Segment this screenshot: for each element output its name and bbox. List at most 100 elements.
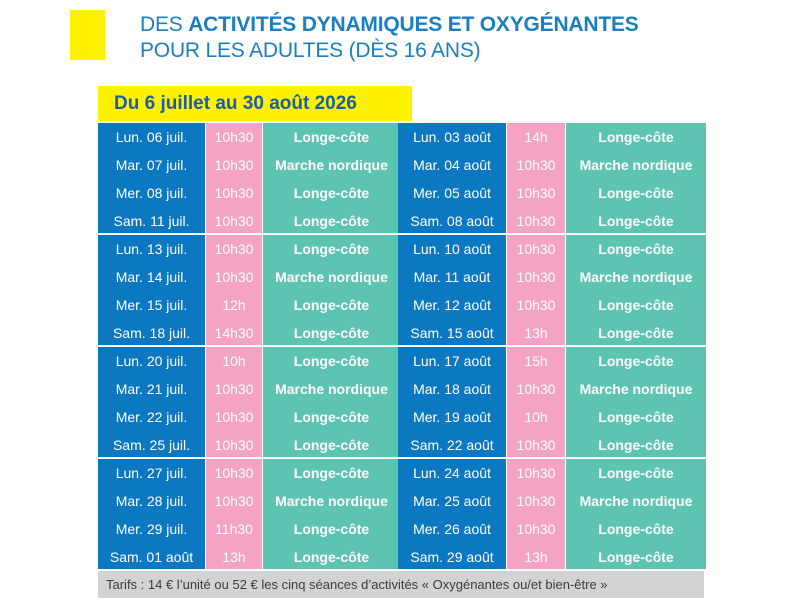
time-cell: 10h30 [516, 157, 556, 173]
day-cell: Sam. 11 juil. [113, 213, 190, 229]
time-cell: 14h [524, 129, 548, 145]
time-cell: 13h [222, 549, 246, 565]
title-prefix: DES [140, 13, 189, 36]
accent-bar [70, 10, 105, 60]
time-column: 10h30 10h30 10h30 13h [507, 235, 565, 345]
time-cell: 10h30 [516, 437, 556, 453]
time-cell: 10h30 [214, 129, 254, 145]
day-cell: Mer. 29 juil. [115, 521, 188, 537]
time-cell: 10h30 [214, 269, 254, 285]
day-cell: Mer. 26 août [413, 521, 491, 537]
schedule-week-block: Lun. 27 juil. Mar. 28 juil. Mer. 29 juil. S… [98, 459, 400, 571]
day-cell: Mer. 19 août [413, 409, 491, 425]
day-cell: Mar. 14 juil. [115, 269, 188, 285]
time-column: 10h 10h30 10h30 10h30 [206, 347, 262, 457]
day-cell: Lun. 24 août [413, 465, 491, 481]
day-column: Lun. 20 juil. Mar. 21 juil. Mer. 22 juil. S… [98, 347, 205, 457]
schedule-week-block: Lun. 20 juil. Mar. 21 juil. Mer. 22 juil. S… [98, 347, 400, 459]
activity-cell: Longe-côte [293, 241, 370, 257]
time-cell: 10h30 [214, 493, 254, 509]
activity-cell: Longe-côte [293, 437, 370, 453]
day-cell: Sam. 15 août [410, 325, 494, 341]
day-column: Lun. 13 juil. Mar. 14 juil. Mer. 15 juil. S… [98, 235, 205, 345]
activity-cell: Longe-côte [293, 185, 370, 201]
activity-cell: Longe-côte [598, 325, 674, 341]
schedule-week-block: Lun. 24 août Mar. 25 août Mer. 26 août Sam.… [398, 459, 706, 571]
time-cell: 10h30 [516, 269, 556, 285]
period-label: Du 6 juillet au 30 août 2026 [98, 86, 412, 121]
activity-cell: Longe-côte [598, 549, 674, 565]
time-cell: 10h30 [516, 521, 556, 537]
day-column: Lun. 10 août Mar. 11 août Mer. 12 août Sam.… [398, 235, 506, 345]
day-column: Lun. 03 août Mar. 04 août Mer. 05 août Sam.… [398, 123, 506, 233]
page-title: DES ACTIVITÉS DYNAMIQUES ET OXYGÉNANTES [140, 12, 639, 38]
activity-cell: Longe-côte [293, 549, 370, 565]
time-cell: 10h30 [516, 493, 556, 509]
activity-cell: Marche nordique [579, 157, 693, 173]
time-cell: 13h [524, 325, 548, 341]
day-cell: Mar. 04 août [413, 157, 491, 173]
day-cell: Mer. 12 août [413, 297, 491, 313]
activity-column: Longe-côte Marche nordique Longe-côte Longe… [263, 347, 400, 457]
time-cell: 13h [524, 549, 548, 565]
time-cell: 10h30 [214, 185, 254, 201]
activity-cell: Longe-côte [598, 409, 674, 425]
activity-cell: Longe-côte [598, 129, 674, 145]
activity-cell: Longe-côte [598, 297, 674, 313]
activity-cell: Longe-côte [598, 353, 674, 369]
day-column: Lun. 06 juil. Mar. 07 juil. Mer. 08 juil. S… [98, 123, 205, 233]
schedule-week-block: Lun. 13 juil. Mar. 14 juil. Mer. 15 juil. S… [98, 235, 400, 347]
day-cell: Mer. 22 juil. [115, 409, 188, 425]
activity-column: Longe-côte Marche nordique Longe-côte Longe… [566, 459, 706, 569]
day-column: Lun. 27 juil. Mar. 28 juil. Mer. 29 juil. S… [98, 459, 205, 569]
activity-column: Longe-côte Marche nordique Longe-côte Longe… [566, 235, 706, 345]
time-cell: 11h30 [215, 521, 253, 537]
activity-cell: Longe-côte [293, 465, 370, 481]
day-cell: Mar. 07 juil. [115, 157, 188, 173]
activity-column: Longe-côte Marche nordique Longe-côte Longe… [566, 123, 706, 233]
activity-column: Longe-côte Marche nordique Longe-côte Longe… [263, 235, 400, 345]
day-cell: Mer. 15 juil. [115, 297, 188, 313]
day-cell: Mar. 25 août [413, 493, 491, 509]
time-column: 10h30 10h30 10h30 10h30 [206, 123, 262, 233]
time-cell: 10h30 [516, 241, 556, 257]
time-cell: 10h30 [516, 381, 556, 397]
time-cell: 10h30 [214, 437, 254, 453]
activity-cell: Longe-côte [293, 521, 370, 537]
activity-cell: Marche nordique [275, 269, 388, 285]
schedule-week-block: Lun. 03 août Mar. 04 août Mer. 05 août Sam.… [398, 123, 706, 235]
time-column: 10h30 10h30 12h 14h30 [206, 235, 262, 345]
day-cell: Mer. 08 juil. [115, 185, 188, 201]
activity-cell: Longe-côte [598, 437, 674, 453]
activity-cell: Longe-côte [293, 129, 370, 145]
time-cell: 14h30 [214, 325, 254, 341]
activity-cell: Marche nordique [579, 381, 693, 397]
day-cell: Mar. 28 juil. [115, 493, 188, 509]
activity-column: Longe-côte Marche nordique Longe-côte Longe… [263, 123, 400, 233]
time-cell: 10h30 [516, 465, 556, 481]
time-cell: 10h [222, 353, 246, 369]
activity-cell: Longe-côte [598, 185, 674, 201]
time-cell: 12h [222, 297, 246, 313]
day-cell: Lun. 13 juil. [115, 241, 188, 257]
activity-cell: Longe-côte [293, 325, 370, 341]
day-cell: Mar. 18 août [413, 381, 491, 397]
day-cell: Sam. 08 août [410, 213, 494, 229]
activity-cell: Marche nordique [275, 493, 388, 509]
time-column: 10h30 10h30 10h30 13h [507, 459, 565, 569]
time-cell: 10h30 [214, 213, 254, 229]
time-cell: 10h30 [516, 185, 556, 201]
activity-cell: Longe-côte [598, 521, 674, 537]
schedule-week-block: Lun. 17 août Mar. 18 août Mer. 19 août Sam.… [398, 347, 706, 459]
page-subtitle: POUR LES ADULTES (DÈS 16 ANS) [140, 39, 481, 62]
activity-cell: Marche nordique [579, 493, 693, 509]
day-cell: Sam. 25 juil. [112, 437, 191, 453]
day-column: Lun. 17 août Mar. 18 août Mer. 19 août Sam.… [398, 347, 506, 457]
time-cell: 10h30 [214, 157, 254, 173]
schedule-grid: Lun. 06 juil. Mar. 07 juil. Mer. 08 juil. S… [98, 123, 706, 572]
time-column: 15h 10h30 10h 10h30 [507, 347, 565, 457]
pricing-note: Tarifs : 14 € l’unité ou 52 € les cinq s… [98, 571, 704, 598]
day-cell: Sam. 18 juil. [112, 325, 191, 341]
day-cell: Lun. 17 août [413, 353, 491, 369]
title-highlight: ACTIVITÉS DYNAMIQUES ET OXYGÉNANTES [188, 13, 639, 36]
